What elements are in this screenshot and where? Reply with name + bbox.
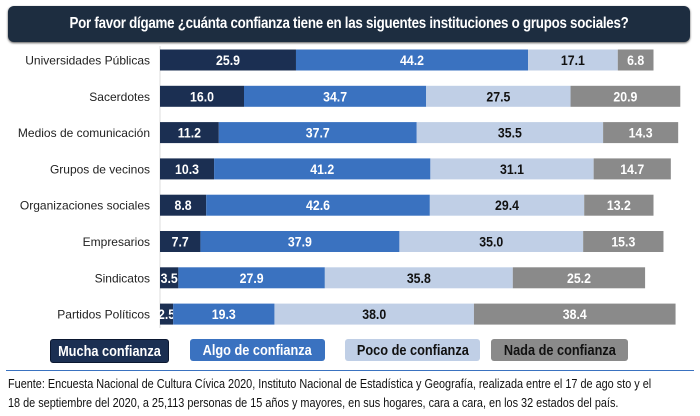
data-label: 2.5 bbox=[158, 306, 175, 322]
data-label: 35.0 bbox=[479, 234, 503, 250]
bar-segment bbox=[244, 85, 427, 107]
bar-segment bbox=[178, 267, 325, 289]
data-label: 27.5 bbox=[486, 89, 510, 105]
data-label: 34.7 bbox=[323, 89, 347, 105]
bar-segment bbox=[274, 303, 474, 325]
legend-label: Algo de confianza bbox=[202, 341, 313, 359]
data-label: 6.8 bbox=[627, 52, 644, 68]
data-label: 38.0 bbox=[362, 306, 386, 322]
source-note: Fuente: Encuesta Nacional de Cultura Cív… bbox=[8, 375, 698, 413]
data-label: 42.6 bbox=[306, 197, 330, 213]
data-label: 44.2 bbox=[400, 52, 424, 68]
bar-segment bbox=[324, 267, 513, 289]
source-line-1: Fuente: Encuesta Nacional de Cultura Cív… bbox=[8, 377, 652, 391]
legend-item: Nada de confianza bbox=[491, 339, 628, 361]
bar-segment bbox=[160, 231, 201, 252]
bar-segment bbox=[603, 122, 679, 144]
category-label: Sindicatos bbox=[95, 271, 150, 285]
data-label: 35.5 bbox=[498, 125, 522, 141]
bar-segment bbox=[426, 85, 571, 107]
data-label: 27.9 bbox=[240, 270, 264, 286]
data-label: 25.2 bbox=[567, 270, 591, 286]
bar-segment bbox=[617, 49, 654, 71]
category-label: Organizaciones sociales bbox=[20, 199, 150, 213]
data-label: 19.3 bbox=[212, 306, 236, 322]
data-label: 37.9 bbox=[288, 234, 312, 250]
data-label: 38.4 bbox=[563, 306, 588, 322]
category-label: Empresarios bbox=[83, 235, 150, 249]
bar-segment bbox=[429, 194, 585, 216]
data-label: 8.8 bbox=[175, 197, 192, 213]
category-label: Partidos Políticos bbox=[57, 308, 150, 322]
data-label: 25.9 bbox=[216, 52, 240, 68]
bar-segment bbox=[583, 231, 664, 252]
data-label: 11.2 bbox=[178, 125, 201, 141]
bar-segment bbox=[214, 158, 431, 180]
data-label: 13.2 bbox=[607, 197, 631, 213]
legend-label: Nada de confianza bbox=[503, 341, 616, 359]
bar-segment bbox=[593, 158, 671, 180]
data-label: 7.7 bbox=[172, 234, 189, 250]
bar-segment bbox=[430, 158, 594, 180]
data-label: 37.7 bbox=[306, 125, 330, 141]
legend: Mucha confianza Algo de confianza Poco de … bbox=[0, 339, 700, 363]
bar-segment bbox=[218, 122, 417, 144]
data-label: 41.2 bbox=[310, 161, 334, 177]
bar-segment bbox=[160, 85, 244, 107]
data-label: 17.1 bbox=[561, 52, 585, 68]
legend-item: Mucha confianza bbox=[50, 339, 169, 363]
data-label: 31.1 bbox=[500, 161, 524, 177]
data-label: 14.7 bbox=[620, 161, 644, 177]
category-label: Medios de comunicación bbox=[18, 126, 150, 140]
chart-title: Por favor dígame ¿cuánta confianza tiene… bbox=[8, 6, 690, 42]
data-label: 10.3 bbox=[175, 161, 199, 177]
bar-segment bbox=[295, 49, 529, 71]
legend-item: Algo de confianza bbox=[190, 339, 325, 361]
data-label: 29.4 bbox=[495, 197, 520, 213]
data-label: 14.3 bbox=[629, 125, 653, 141]
bar-segment bbox=[160, 303, 174, 325]
bar-segment bbox=[512, 267, 646, 289]
bar-segment bbox=[160, 194, 207, 216]
bar-segment bbox=[160, 158, 215, 180]
bar-segment bbox=[160, 122, 219, 144]
category-label: Sacerdotes bbox=[89, 90, 150, 104]
bar-segment bbox=[570, 85, 681, 107]
data-label: 3.5 bbox=[161, 270, 178, 286]
data-label: 20.9 bbox=[613, 89, 637, 105]
bar-segment bbox=[160, 267, 179, 289]
source-line-2: 18 de septiembre del 2020, a 25,113 pers… bbox=[8, 396, 619, 410]
legend-label: Poco de confianza bbox=[356, 341, 469, 359]
chart-title-text: Por favor dígame ¿cuánta confianza tiene… bbox=[69, 15, 629, 32]
bar-segment bbox=[416, 122, 604, 144]
legend-label: Mucha confianza bbox=[58, 342, 161, 360]
bar-segment bbox=[173, 303, 275, 325]
category-label: Grupos de vecinos bbox=[50, 162, 150, 176]
bar-segment bbox=[473, 303, 676, 325]
bar-segment bbox=[584, 194, 654, 216]
bar-segment bbox=[399, 231, 584, 252]
bar-segment bbox=[160, 49, 296, 71]
bar-segment bbox=[528, 49, 618, 71]
bar-segment bbox=[206, 194, 430, 216]
stacked-bar-chart: Universidades Públicas 25.9 44.2 17.1 6.8 Sac… bbox=[18, 46, 681, 328]
data-label: 16.0 bbox=[190, 89, 214, 105]
data-label: 35.8 bbox=[407, 270, 431, 286]
data-label: 15.3 bbox=[611, 234, 635, 250]
divider bbox=[6, 370, 694, 371]
category-label: Universidades Públicas bbox=[25, 54, 150, 68]
bar-segment bbox=[200, 231, 400, 252]
legend-item: Poco de confianza bbox=[345, 339, 480, 361]
